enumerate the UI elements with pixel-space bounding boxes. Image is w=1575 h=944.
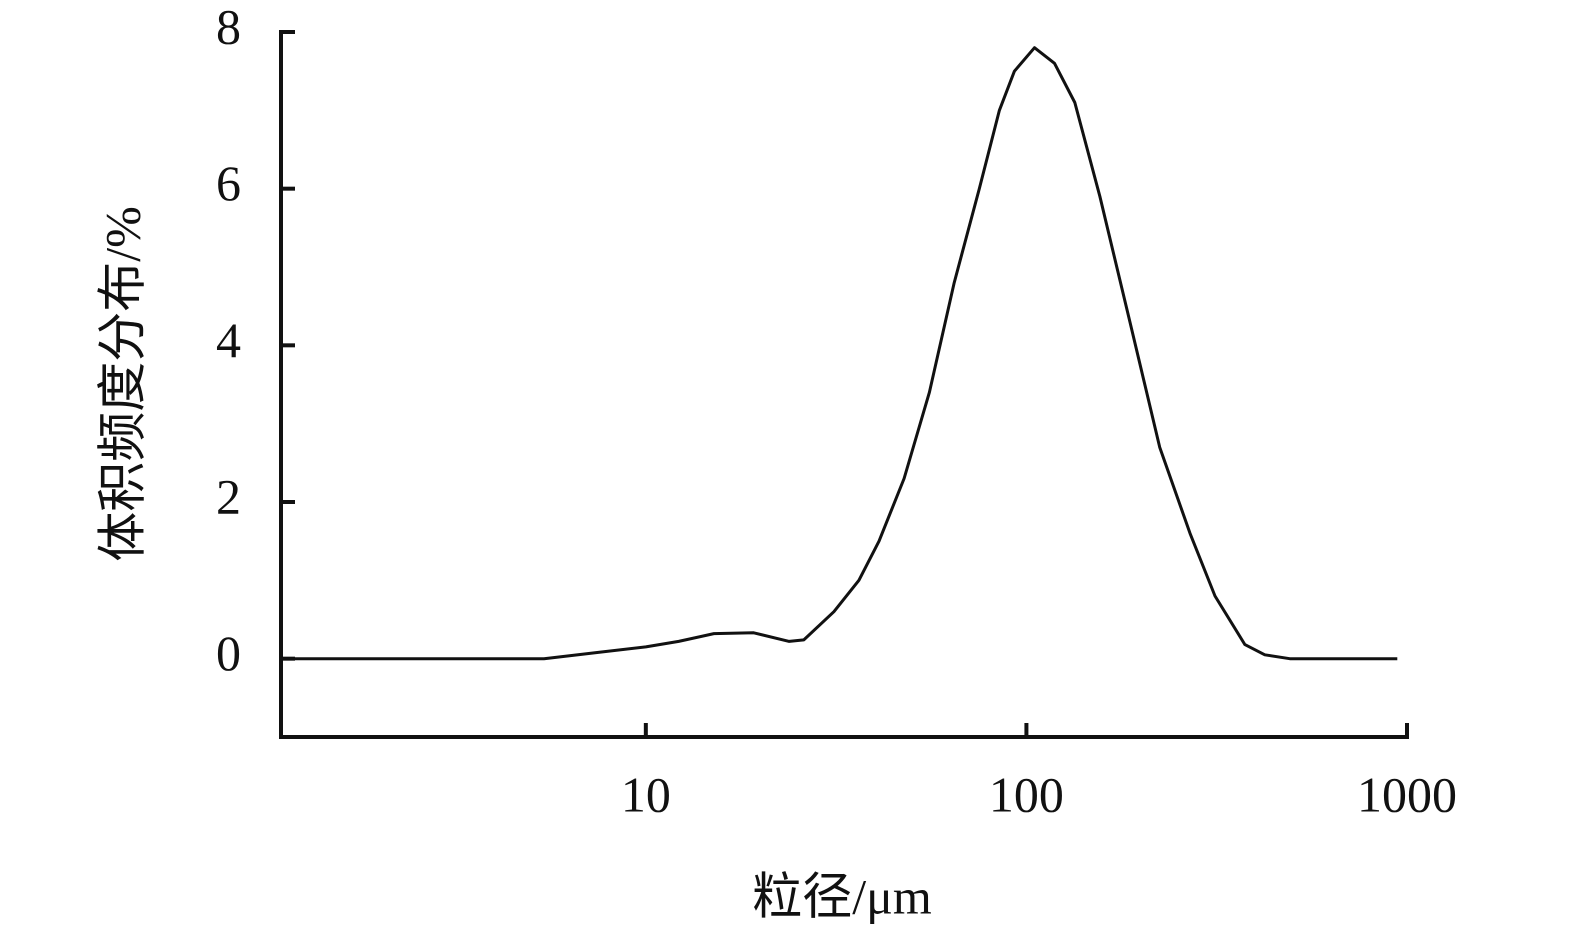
y-axis-label: 体积频度分布/%	[94, 206, 150, 562]
y-tick-label: 2	[216, 468, 241, 524]
y-tick-label: 0	[216, 625, 241, 681]
x-tick-label: 10	[621, 766, 671, 822]
line	[281, 46, 1398, 661]
x-tick-label: 1000	[1357, 766, 1457, 822]
x-tick-label: 100	[989, 766, 1064, 822]
y-tick-label: 6	[216, 155, 241, 211]
x-axis-label: 粒径/μm	[752, 868, 932, 924]
y-tick-label: 4	[216, 312, 241, 368]
y-tick-label: 8	[216, 0, 241, 54]
